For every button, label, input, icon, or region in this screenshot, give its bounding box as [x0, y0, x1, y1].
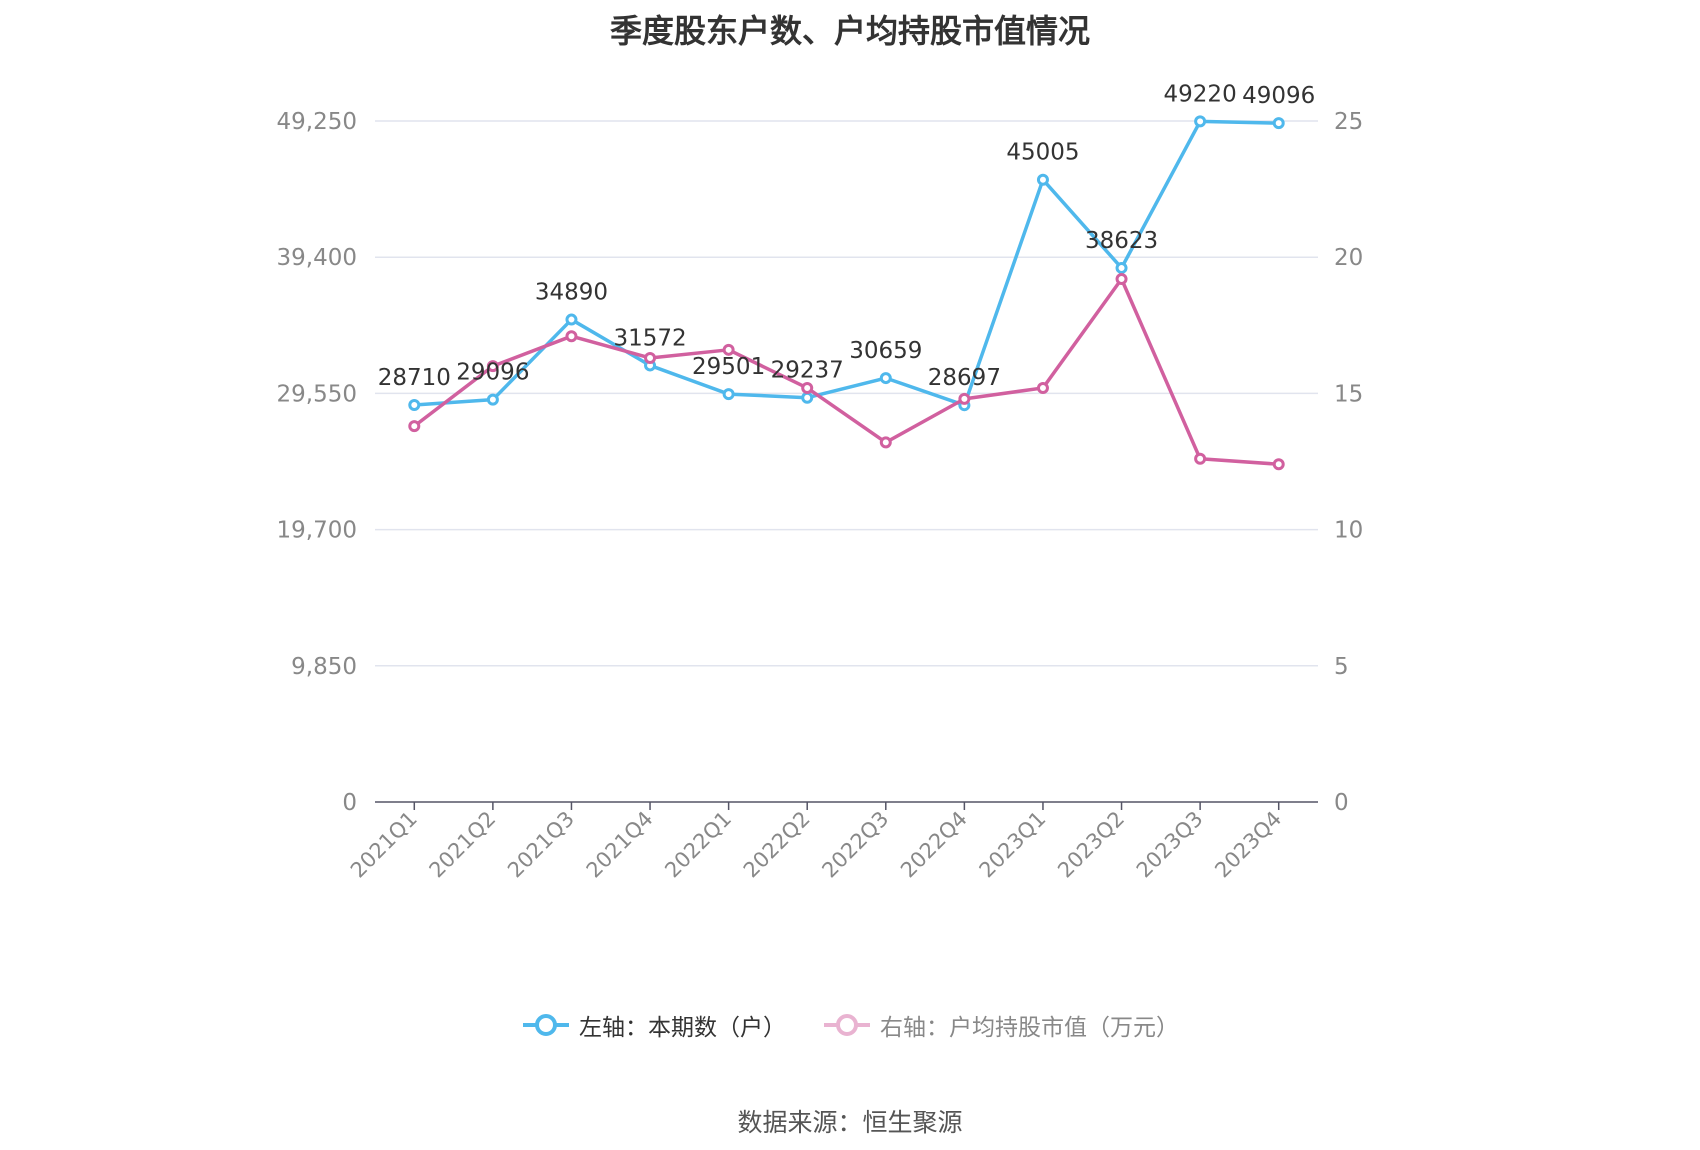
data-label: 38623 [1085, 228, 1158, 254]
series-0-point[interactable] [408, 399, 421, 412]
x-tick-label: 2023Q1 [975, 807, 1051, 883]
right-tick-label: 25 [1334, 109, 1363, 135]
series-1-point[interactable] [1194, 452, 1207, 465]
series-1-point[interactable] [722, 343, 735, 356]
x-tick-label: 2021Q1 [346, 807, 422, 883]
series-lines [408, 115, 1285, 471]
right-tick-label: 10 [1334, 518, 1363, 544]
series-line-0 [414, 119, 1279, 407]
source-note: 数据来源：恒生聚源 [737, 1108, 963, 1137]
series-1-point[interactable] [408, 420, 421, 433]
axes: 0 0 9,850 5 19,700 10 29,550 15 39,400 20 49,250 25… [277, 109, 1364, 882]
left-tick-label: 49,250 [277, 109, 357, 135]
left-tick-label: 19,700 [277, 518, 357, 544]
left-tick-label: 9,850 [291, 654, 357, 680]
data-label: 49096 [1242, 83, 1315, 109]
legend-item-right-series[interactable]: 右轴：户均持股市值（万元） [822, 1008, 1179, 1042]
legend-label-right-series: 右轴：户均持股市值（万元） [880, 1015, 1179, 1041]
right-tick-label: 5 [1334, 654, 1349, 680]
grid-lines [375, 120, 1318, 667]
x-tick-label: 2022Q2 [739, 807, 815, 883]
series-1-point[interactable] [879, 436, 892, 449]
series-0-point[interactable] [1036, 173, 1049, 186]
chart-plot: 0 0 9,850 5 19,700 10 29,550 15 39,400 20 49,250 25… [277, 81, 1364, 882]
series-0-point[interactable] [1115, 261, 1128, 274]
left-tick-label: 39,400 [277, 245, 357, 271]
series-1-point[interactable] [1115, 272, 1128, 285]
series-0-point[interactable] [879, 372, 892, 385]
data-label: 28710 [378, 365, 451, 391]
legend-label-left-series: 左轴：本期数（户） [579, 1015, 786, 1041]
x-tick-label: 2023Q4 [1210, 807, 1286, 883]
data-label: 30659 [849, 338, 922, 364]
data-label: 28697 [928, 365, 1001, 391]
data-label: 31572 [613, 325, 686, 351]
left-tick-label: 29,550 [277, 381, 357, 407]
series-line-1 [413, 277, 1279, 466]
legend-marker-blue-icon [523, 1014, 569, 1036]
series-0-point[interactable] [565, 313, 578, 326]
x-tick-label: 2023Q3 [1132, 807, 1208, 883]
series-1-point[interactable] [644, 351, 657, 364]
x-tick-label: 2022Q1 [660, 807, 736, 883]
series-0-point[interactable] [1194, 115, 1207, 128]
x-tick-label: 2022Q4 [896, 807, 972, 883]
x-tick-label: 2021Q4 [582, 807, 658, 883]
series-0-point[interactable] [722, 388, 735, 401]
legend-item-left-series[interactable]: 左轴：本期数（户） [521, 1008, 786, 1042]
right-tick-label: 15 [1334, 381, 1363, 407]
legend: 左轴：本期数（户） 右轴：户均持股市值（万元） [0, 1008, 1700, 1042]
data-label: 29501 [692, 354, 765, 380]
data-label: 45005 [1006, 140, 1079, 166]
series-1-point[interactable] [565, 330, 578, 343]
chart-title: 季度股东户数、户均持股市值情况 [609, 12, 1090, 50]
x-tick-label: 2023Q2 [1053, 807, 1129, 883]
legend-marker-pink-icon [824, 1014, 870, 1036]
series-0-point[interactable] [801, 391, 814, 404]
x-tick-label: 2021Q3 [503, 807, 579, 883]
series-0-point[interactable] [486, 393, 499, 406]
x-tick-label: 2021Q2 [425, 807, 501, 883]
right-tick-label: 20 [1334, 245, 1363, 271]
series-1-point[interactable] [801, 381, 814, 394]
series-1-point[interactable] [958, 392, 971, 405]
data-label: 29096 [456, 360, 529, 386]
right-tick-label: 0 [1334, 790, 1349, 816]
series-1-point[interactable] [1036, 381, 1049, 394]
data-label: 34890 [535, 280, 608, 306]
series-1-point[interactable] [1272, 458, 1285, 471]
x-tick-label: 2022Q3 [817, 807, 893, 883]
series-0-point[interactable] [1272, 117, 1285, 130]
left-tick-label: 0 [342, 790, 357, 816]
series-1-point[interactable] [486, 360, 499, 373]
data-label: 49220 [1164, 81, 1237, 107]
data-label: 29237 [771, 358, 844, 384]
